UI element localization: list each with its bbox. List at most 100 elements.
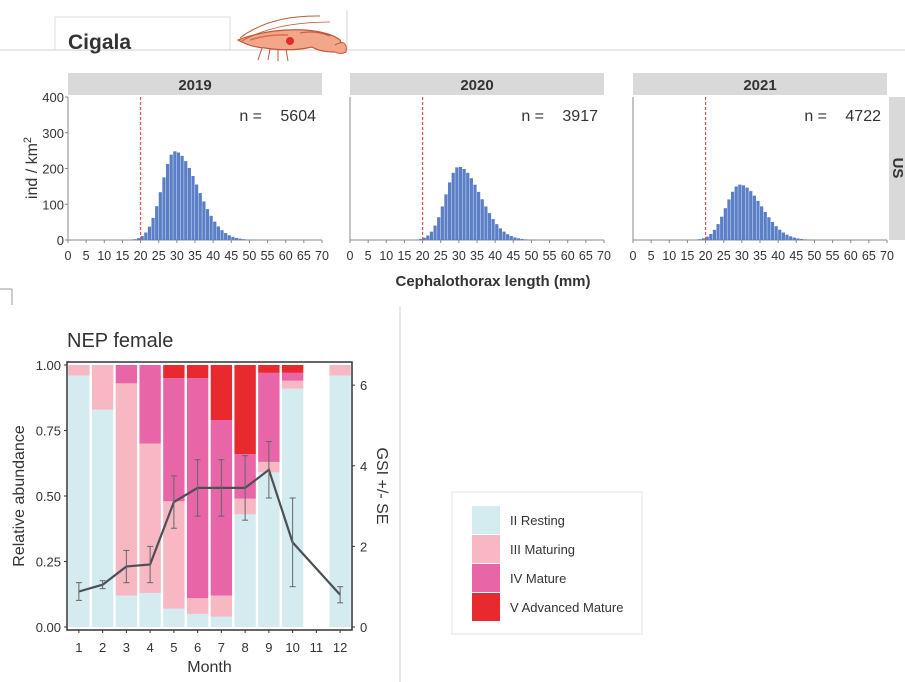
histogram-bar	[796, 238, 800, 240]
histogram-panel-2020: 2020 n = 3917 0 5 10 15 20 25 30 35 40 45 50 55 60 65 70	[347, 73, 611, 263]
histogram-bar	[224, 233, 228, 240]
x-tick-label: 45	[224, 249, 238, 263]
x-tick-label: 20	[416, 249, 430, 263]
x-tick-label: 60	[844, 249, 858, 263]
histogram-bar	[716, 224, 720, 240]
panel-year-label: 2020	[460, 77, 493, 94]
stack-segment-2	[68, 365, 90, 376]
x-tick-label: 10	[285, 640, 299, 655]
y-tick-label: 0.25	[36, 555, 61, 570]
y-tick-label: 0.75	[36, 424, 61, 439]
y2-axis-label: GSI +/- SE	[373, 448, 390, 525]
stack-segment-4	[281, 365, 304, 373]
y2-tick-label: 6	[360, 378, 367, 393]
histogram-bar	[466, 172, 470, 240]
stack-segment-3	[139, 365, 161, 444]
stack-segment-1	[258, 472, 280, 627]
histogram-bar	[209, 215, 213, 240]
histogram-bar	[516, 238, 521, 240]
x-tick-label: 2	[99, 640, 106, 655]
x-tick-label: 10	[97, 249, 111, 263]
histogram-bar	[444, 194, 448, 240]
header-title-box	[54, 16, 231, 51]
histogram-bar	[220, 230, 224, 240]
histogram-bar	[165, 164, 170, 240]
histogram-bar	[705, 236, 709, 240]
histogram-bar	[426, 235, 430, 240]
y-tick-label: 300	[42, 126, 64, 141]
y2-tick-label: 4	[360, 459, 367, 474]
stack-segment-3	[115, 365, 138, 384]
histogram-bar	[213, 221, 217, 240]
histogram-bar	[234, 237, 239, 240]
stack-segment-4	[210, 365, 233, 421]
chart-title: NEP female	[67, 330, 173, 352]
histogram-bar	[144, 232, 148, 240]
legend-swatch-3	[472, 564, 500, 592]
panel-strip	[350, 73, 604, 95]
histogram-bar	[418, 238, 423, 240]
y-tick-label: 400	[42, 90, 64, 105]
histogram-bar	[752, 195, 756, 240]
histogram-bar	[231, 236, 235, 240]
histogram-bar	[136, 238, 141, 240]
histogram-bar	[422, 237, 426, 240]
panel-strip	[68, 73, 322, 95]
histogram-bar	[495, 224, 499, 240]
x-tick-label: 11	[310, 640, 324, 655]
histogram-bar	[491, 219, 495, 240]
n-value: 3917	[562, 108, 598, 125]
y-tick-label: 0.00	[36, 620, 61, 635]
x-tick-label: 55	[261, 249, 275, 263]
x-tick-label: 35	[470, 249, 484, 263]
x-tick-label: 9	[265, 640, 272, 655]
histogram-bar	[701, 238, 706, 240]
histogram-bar	[133, 239, 137, 240]
y-tick-label: 0.50	[36, 489, 61, 504]
x-axis-label: Cephalothorax length (mm)	[395, 273, 590, 290]
x-tick-label: 25	[434, 249, 448, 263]
stack-segment-3	[163, 378, 185, 502]
histogram-bar	[763, 211, 767, 240]
plot-frame	[66, 361, 353, 631]
histogram-bar	[429, 231, 434, 240]
histogram-bar	[509, 236, 513, 240]
histogram-bar	[216, 226, 220, 240]
legend-label: II Resting	[510, 513, 565, 528]
legend-swatch-2	[472, 535, 500, 563]
histogram-bar	[524, 239, 528, 240]
n-label: n =	[804, 108, 827, 125]
histogram-bar	[778, 229, 782, 240]
x-tick-label: 35	[753, 249, 767, 263]
panel-year-label: 2021	[743, 77, 776, 94]
stack-segment-2	[186, 598, 209, 614]
stack-segment-2	[139, 443, 161, 593]
stack-segment-2	[115, 383, 138, 596]
x-tick-label: 15	[680, 249, 694, 263]
stack-segment-2	[329, 365, 351, 376]
histogram-bar	[227, 235, 231, 240]
y-tick-label: 0	[57, 233, 64, 248]
stack-segment-1	[68, 375, 90, 627]
histogram-bar	[749, 191, 753, 240]
histogram-bar	[187, 167, 191, 240]
x-tick-label: 30	[452, 249, 466, 263]
x-tick-label: 30	[735, 249, 749, 263]
histogram-bar	[709, 233, 713, 240]
histogram-bar	[799, 238, 804, 240]
histogram-bar	[176, 152, 181, 240]
x-axis-label: Month	[187, 659, 231, 676]
histogram-bar	[151, 217, 155, 240]
histogram-bar	[513, 237, 517, 240]
x-tick-label: 25	[152, 249, 166, 263]
histogram-bar	[756, 200, 760, 240]
histogram-bar	[155, 206, 159, 240]
histogram-bar	[447, 182, 452, 240]
stack-segment-4	[163, 365, 185, 379]
stack-segment-2	[210, 595, 233, 617]
x-tick-label: 40	[206, 249, 220, 263]
stack-segment-4	[234, 365, 256, 455]
histogram-bar	[498, 228, 502, 240]
histogram-bar	[698, 239, 702, 240]
